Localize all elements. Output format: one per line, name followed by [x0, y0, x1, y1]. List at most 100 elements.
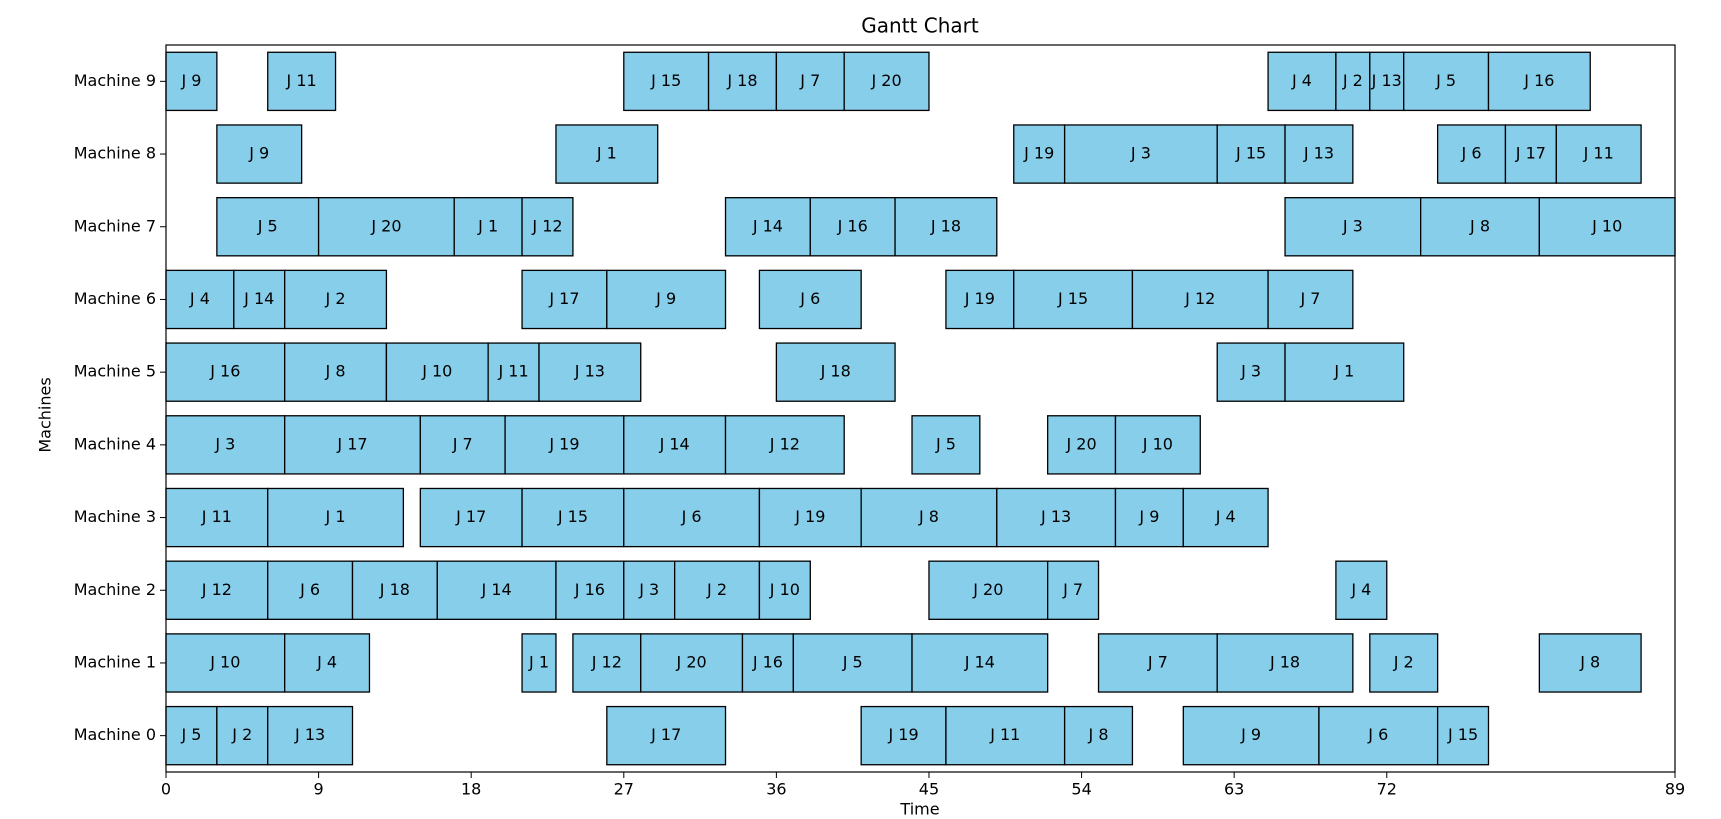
task-bar	[1063, 705, 1134, 766]
y-tick-label: Machine 5	[74, 362, 156, 381]
task-bar	[165, 633, 286, 693]
task-bar	[1335, 560, 1388, 620]
task-bar	[996, 487, 1117, 548]
task-label: J 17	[455, 507, 486, 526]
task-bar	[1369, 51, 1405, 112]
task-label: J 20	[871, 71, 902, 90]
task-bar	[216, 705, 269, 766]
task-label: J 15	[1057, 289, 1088, 308]
task-bar	[911, 633, 1049, 693]
task-label: J 6	[1461, 144, 1482, 163]
task-label: J 1	[325, 507, 346, 526]
task-label: J 12	[1184, 289, 1215, 308]
task-label: J 4	[316, 652, 337, 671]
task-label: J 19	[1023, 144, 1054, 163]
task-bar	[267, 705, 354, 766]
task-bar	[1369, 633, 1439, 693]
task-bar	[928, 560, 1049, 620]
task-bar	[436, 560, 557, 620]
task-bar	[623, 51, 710, 112]
task-bar	[555, 124, 659, 184]
task-bar	[1063, 124, 1218, 184]
task-label: J 3	[1240, 362, 1261, 381]
task-bar	[216, 124, 303, 184]
task-label: J 2	[1342, 71, 1363, 90]
task-label: J 18	[1269, 652, 1300, 671]
task-bar	[284, 269, 388, 330]
task-bar	[606, 269, 727, 330]
y-tick-label: Machine 3	[74, 507, 156, 526]
task-label: J 12	[201, 580, 232, 599]
task-label: J 6	[1367, 725, 1388, 744]
task-bar	[351, 560, 438, 620]
task-label: J 3	[1342, 216, 1363, 235]
task-label: J 13	[294, 725, 325, 744]
task-label: J 6	[799, 289, 820, 308]
task-label: J 10	[769, 580, 800, 599]
task-bar	[165, 342, 286, 402]
task-bar	[843, 51, 930, 112]
task-bar	[809, 197, 896, 257]
task-bar	[521, 269, 608, 330]
y-tick-label: Machine 9	[74, 71, 156, 90]
y-tick-label: Machine 7	[74, 216, 156, 235]
task-label: J 10	[1591, 216, 1622, 235]
task-label: J 17	[336, 434, 367, 453]
task-label: J 9	[655, 289, 676, 308]
task-bar	[860, 487, 998, 548]
task-label: J 1	[1333, 362, 1354, 381]
task-label: J 7	[1062, 580, 1083, 599]
task-bar	[1284, 124, 1354, 184]
task-bar	[1216, 633, 1354, 693]
task-label: J 12	[591, 652, 622, 671]
task-bar	[504, 415, 625, 475]
task-bar	[1335, 51, 1371, 112]
task-label: J 3	[214, 434, 235, 453]
task-label: J 4	[1350, 580, 1371, 599]
task-bar	[606, 705, 727, 766]
task-bar	[538, 342, 642, 402]
task-label: J 10	[421, 362, 452, 381]
task-bar	[1504, 124, 1557, 184]
task-label: J 19	[548, 434, 579, 453]
task-bar	[623, 415, 727, 475]
task-bar	[165, 415, 286, 475]
task-bar	[640, 633, 744, 693]
task-label: J 16	[752, 652, 783, 671]
task-label: J 9	[1138, 507, 1159, 526]
task-label: J 4	[189, 289, 210, 308]
task-label: J 15	[557, 507, 588, 526]
task-bar	[1284, 342, 1405, 402]
task-label: J 20	[370, 216, 401, 235]
task-label: J 15	[1447, 725, 1478, 744]
task-label: J 16	[837, 216, 868, 235]
task-bar	[1047, 560, 1100, 620]
task-label: J 18	[379, 580, 410, 599]
task-label: J 9	[248, 144, 269, 163]
y-tick-label: Machine 8	[74, 144, 156, 163]
task-label: J 16	[574, 580, 605, 599]
task-label: J 11	[286, 71, 317, 90]
task-bar	[521, 197, 574, 257]
y-tick-label: Machine 0	[74, 725, 156, 744]
y-tick-label: Machine 2	[74, 580, 156, 599]
task-bar	[741, 633, 794, 693]
task-bar	[623, 487, 761, 548]
task-label: J 1	[477, 216, 498, 235]
task-label: J 7	[452, 434, 473, 453]
y-tick-label: Machine 4	[74, 434, 156, 453]
task-label: J 18	[726, 71, 757, 90]
x-tick-label: 27	[614, 780, 634, 799]
task-bar	[521, 487, 625, 548]
y-axis-label: Machines	[36, 377, 55, 452]
task-bar	[945, 705, 1066, 766]
task-label: J 14	[659, 434, 690, 453]
plot-frame	[165, 44, 1676, 773]
task-label: J 19	[794, 507, 825, 526]
task-label: J 19	[887, 725, 918, 744]
task-bar	[267, 560, 354, 620]
task-bar	[165, 269, 235, 330]
task-bar	[284, 633, 371, 693]
task-label: J 10	[209, 652, 240, 671]
task-label: J 11	[1583, 144, 1614, 163]
